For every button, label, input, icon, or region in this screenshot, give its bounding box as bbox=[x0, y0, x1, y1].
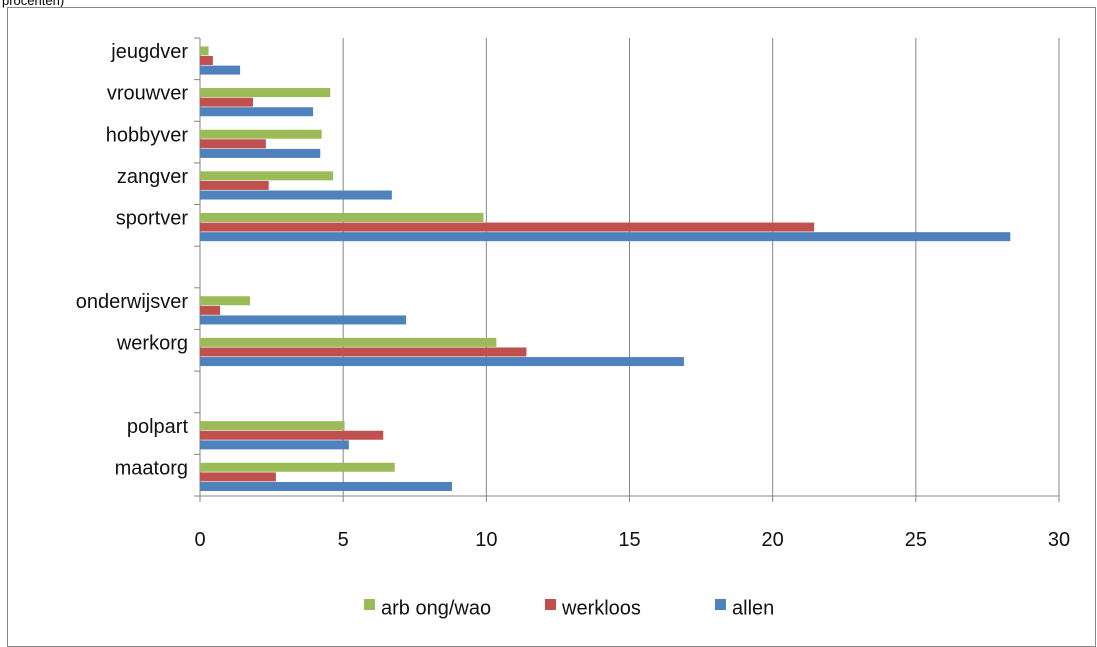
x-tick-label: 0 bbox=[194, 529, 205, 551]
bar-allen bbox=[200, 481, 452, 491]
category-label: onderwijsver bbox=[76, 291, 189, 313]
legend-swatch-arb bbox=[364, 599, 375, 610]
bar-allen bbox=[200, 107, 314, 117]
legend-swatch-allen bbox=[715, 599, 726, 610]
category-label: maatorg bbox=[115, 457, 188, 479]
category-label: sportver bbox=[116, 208, 189, 230]
bar-werkloos bbox=[200, 180, 269, 190]
bar-allen bbox=[200, 65, 241, 75]
bar-allen bbox=[200, 190, 392, 200]
chart-frame bbox=[7, 7, 1096, 647]
bar-arb bbox=[200, 46, 209, 56]
category-label: zangver bbox=[117, 166, 188, 188]
bar-werkloos bbox=[200, 56, 213, 66]
bar-werkloos bbox=[200, 472, 276, 482]
bar-allen bbox=[200, 357, 684, 367]
bar-arb bbox=[200, 421, 345, 431]
bar-werkloos bbox=[200, 139, 266, 149]
bar-arb bbox=[200, 462, 395, 472]
bar-arb bbox=[200, 88, 331, 98]
category-label: polpart bbox=[127, 416, 189, 438]
bar-werkloos bbox=[200, 222, 815, 232]
category-label: werkorg bbox=[116, 333, 188, 355]
x-tick-label: 15 bbox=[618, 529, 640, 551]
legend-label: arb ong/wao bbox=[381, 597, 491, 619]
x-tick-label: 10 bbox=[475, 529, 497, 551]
category-label: hobbyver bbox=[106, 124, 189, 146]
bar-werkloos bbox=[200, 305, 221, 315]
legend-swatch-werkloos bbox=[545, 599, 556, 610]
bar-werkloos bbox=[200, 430, 384, 440]
legend-label: werkloos bbox=[561, 597, 641, 619]
x-tick-label: 20 bbox=[762, 529, 784, 551]
bar-arb bbox=[200, 212, 484, 222]
chart-caption: procenten) bbox=[2, 0, 65, 8]
bar-arb bbox=[200, 171, 334, 181]
bar-allen bbox=[200, 148, 321, 158]
x-tick-label: 25 bbox=[905, 529, 927, 551]
x-tick-label: 5 bbox=[338, 529, 349, 551]
bar-arb bbox=[200, 129, 322, 139]
category-label: vrouwver bbox=[107, 83, 188, 105]
legend-label: allen bbox=[732, 597, 774, 619]
category-label: jeugdver bbox=[110, 41, 188, 63]
bar-werkloos bbox=[200, 97, 253, 107]
bar-werkloos bbox=[200, 347, 527, 357]
bar-allen bbox=[200, 440, 349, 450]
bar-allen bbox=[200, 232, 1011, 242]
bar-arb bbox=[200, 337, 497, 347]
bar-arb bbox=[200, 296, 251, 306]
bar-allen bbox=[200, 315, 407, 325]
x-tick-label: 30 bbox=[1048, 529, 1070, 551]
